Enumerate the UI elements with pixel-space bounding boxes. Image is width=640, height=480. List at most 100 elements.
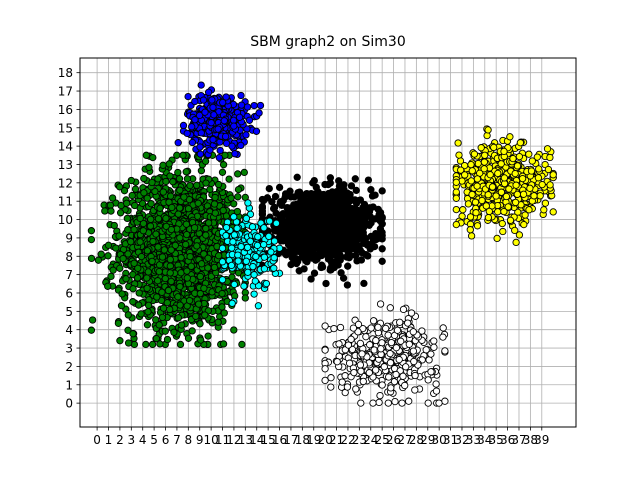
data-point — [279, 209, 287, 218]
data-point — [317, 263, 325, 272]
data-point — [218, 244, 227, 252]
x-tick-label: 30 — [432, 433, 447, 447]
data-point — [227, 194, 235, 202]
data-point — [180, 193, 188, 201]
data-point — [319, 190, 328, 199]
data-point — [292, 247, 300, 256]
data-point — [143, 194, 151, 202]
data-point — [176, 204, 184, 212]
data-point — [175, 175, 184, 183]
data-point — [265, 184, 273, 193]
data-point — [129, 285, 137, 293]
data-point — [348, 216, 357, 224]
data-point — [204, 332, 212, 340]
data-point — [467, 160, 475, 169]
data-point — [343, 281, 352, 289]
data-point — [484, 191, 492, 199]
data-point — [152, 334, 161, 343]
data-point — [355, 242, 363, 250]
data-point — [130, 259, 138, 267]
data-point — [376, 391, 384, 400]
data-point — [342, 242, 350, 250]
data-point — [398, 399, 406, 407]
y-tick-label: 3 — [65, 342, 73, 356]
data-point — [370, 242, 379, 251]
y-tick-label: 13 — [58, 158, 73, 172]
data-point — [191, 97, 199, 106]
data-point — [154, 215, 163, 223]
data-point — [260, 224, 268, 232]
data-point — [200, 284, 208, 292]
data-point — [397, 337, 405, 345]
data-point — [511, 169, 519, 178]
data-point — [360, 279, 368, 288]
data-point — [365, 369, 373, 377]
data-point — [260, 253, 269, 261]
data-point — [268, 198, 276, 206]
data-point — [384, 399, 392, 407]
data-point — [134, 264, 142, 272]
data-point — [468, 190, 476, 199]
data-point — [387, 384, 395, 392]
data-point — [234, 193, 242, 201]
x-tick-label: 9 — [196, 433, 204, 447]
x-tick-label: 27 — [397, 433, 412, 447]
data-point — [218, 289, 226, 298]
data-point — [210, 200, 219, 208]
data-point — [174, 139, 182, 147]
data-point — [435, 399, 443, 407]
data-point — [242, 257, 250, 265]
data-point — [293, 173, 301, 181]
data-point — [541, 160, 549, 169]
data-point — [516, 139, 525, 147]
data-point — [404, 319, 412, 327]
data-point — [322, 228, 330, 237]
data-point — [202, 231, 210, 239]
data-point — [473, 222, 482, 230]
data-point — [411, 386, 419, 394]
data-point — [367, 324, 375, 332]
data-point — [345, 234, 353, 243]
data-point — [116, 337, 124, 345]
data-point — [187, 262, 195, 270]
data-point — [110, 221, 118, 230]
data-point — [427, 350, 435, 358]
data-point — [459, 206, 467, 214]
data-point — [327, 383, 335, 391]
data-point — [209, 103, 217, 112]
data-point — [330, 238, 338, 246]
data-point — [184, 334, 193, 342]
data-point — [166, 269, 174, 277]
x-tick-label: 2 — [116, 433, 124, 447]
data-point — [295, 267, 303, 275]
data-point — [315, 212, 323, 220]
data-point — [166, 255, 174, 264]
data-point — [206, 185, 214, 194]
y-tick-label: 0 — [65, 397, 73, 411]
data-point — [270, 254, 278, 262]
data-point — [288, 238, 296, 246]
data-point — [123, 214, 131, 223]
data-point — [299, 212, 307, 220]
data-point — [307, 229, 316, 237]
data-point — [525, 206, 533, 214]
data-point — [457, 166, 465, 174]
data-point — [170, 328, 178, 336]
data-point — [144, 268, 152, 276]
data-point — [432, 380, 440, 388]
cluster-series — [174, 81, 265, 162]
data-point — [162, 177, 170, 186]
data-point — [94, 256, 103, 264]
data-point — [356, 339, 365, 348]
data-point — [515, 231, 524, 239]
data-point — [369, 399, 377, 407]
data-point — [191, 116, 199, 124]
data-point — [467, 232, 476, 240]
data-point — [340, 181, 348, 189]
data-point — [452, 188, 460, 196]
data-point — [549, 208, 557, 216]
data-point — [182, 240, 190, 249]
data-point — [322, 245, 331, 253]
